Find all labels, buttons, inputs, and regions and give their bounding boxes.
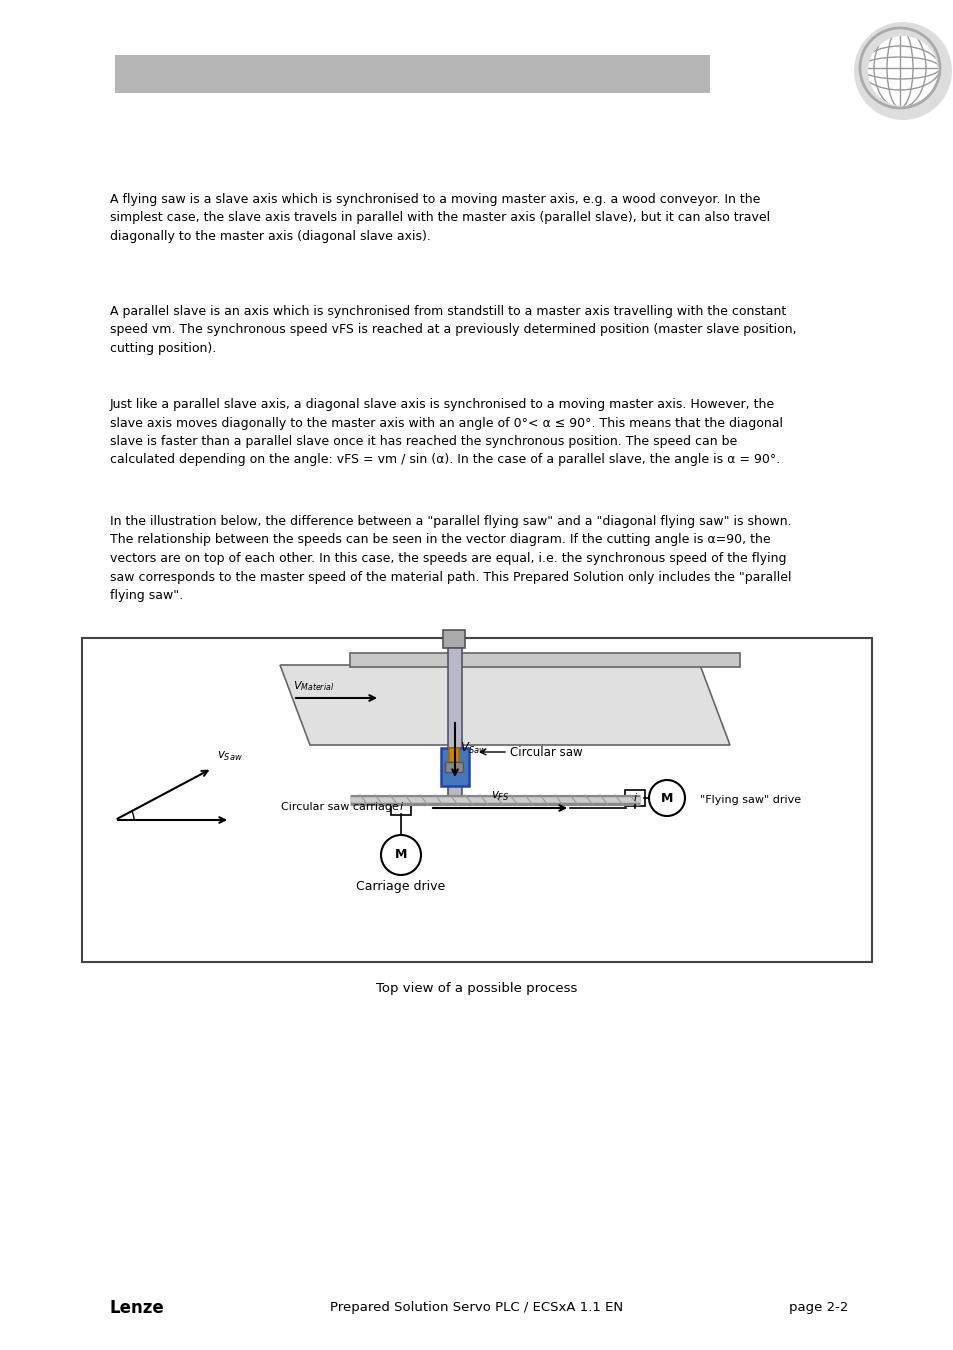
Text: M: M: [660, 791, 673, 805]
Bar: [444, 761, 462, 772]
Text: In the illustration below, the difference between a "parallel flying saw" and a : In the illustration below, the differenc…: [110, 514, 791, 602]
Circle shape: [380, 836, 420, 875]
Circle shape: [648, 780, 684, 815]
Bar: [442, 630, 464, 648]
Text: "Flying saw" drive: "Flying saw" drive: [700, 795, 801, 805]
Bar: [350, 653, 740, 667]
Bar: [82, 639, 871, 963]
Text: Lenze: Lenze: [110, 1299, 165, 1318]
Text: $v_{FS}$: $v_{FS}$: [490, 790, 509, 803]
Circle shape: [855, 24, 943, 112]
FancyBboxPatch shape: [624, 790, 644, 806]
Text: page 2-2: page 2-2: [788, 1301, 847, 1315]
Circle shape: [859, 28, 939, 108]
Text: i: i: [399, 802, 402, 811]
Text: M: M: [395, 849, 407, 861]
Text: Prepared Solution Servo PLC / ECSxA 1.1 EN: Prepared Solution Servo PLC / ECSxA 1.1 …: [330, 1301, 623, 1315]
Text: $V_{Material}$: $V_{Material}$: [293, 679, 334, 693]
Text: A flying saw is a slave axis which is synchronised to a moving master axis, e.g.: A flying saw is a slave axis which is sy…: [110, 193, 769, 243]
Polygon shape: [280, 666, 729, 745]
Text: A parallel slave is an axis which is synchronised from standstill to a master ax: A parallel slave is an axis which is syn…: [110, 305, 796, 355]
Text: $V_{Saw}$: $V_{Saw}$: [459, 740, 487, 756]
FancyBboxPatch shape: [391, 799, 411, 815]
Text: Circular saw: Circular saw: [510, 745, 582, 759]
Text: $v_{Saw}$: $v_{Saw}$: [217, 751, 243, 763]
Text: i: i: [633, 792, 636, 803]
Text: Circular saw carriage: Circular saw carriage: [281, 802, 398, 811]
Bar: [449, 748, 458, 761]
Bar: [448, 648, 461, 805]
Bar: [115, 55, 709, 93]
Bar: [440, 748, 469, 786]
Text: Just like a parallel slave axis, a diagonal slave axis is synchronised to a movi: Just like a parallel slave axis, a diago…: [110, 398, 782, 467]
Text: Top view of a possible process: Top view of a possible process: [375, 981, 578, 995]
Text: Carriage drive: Carriage drive: [356, 880, 445, 892]
